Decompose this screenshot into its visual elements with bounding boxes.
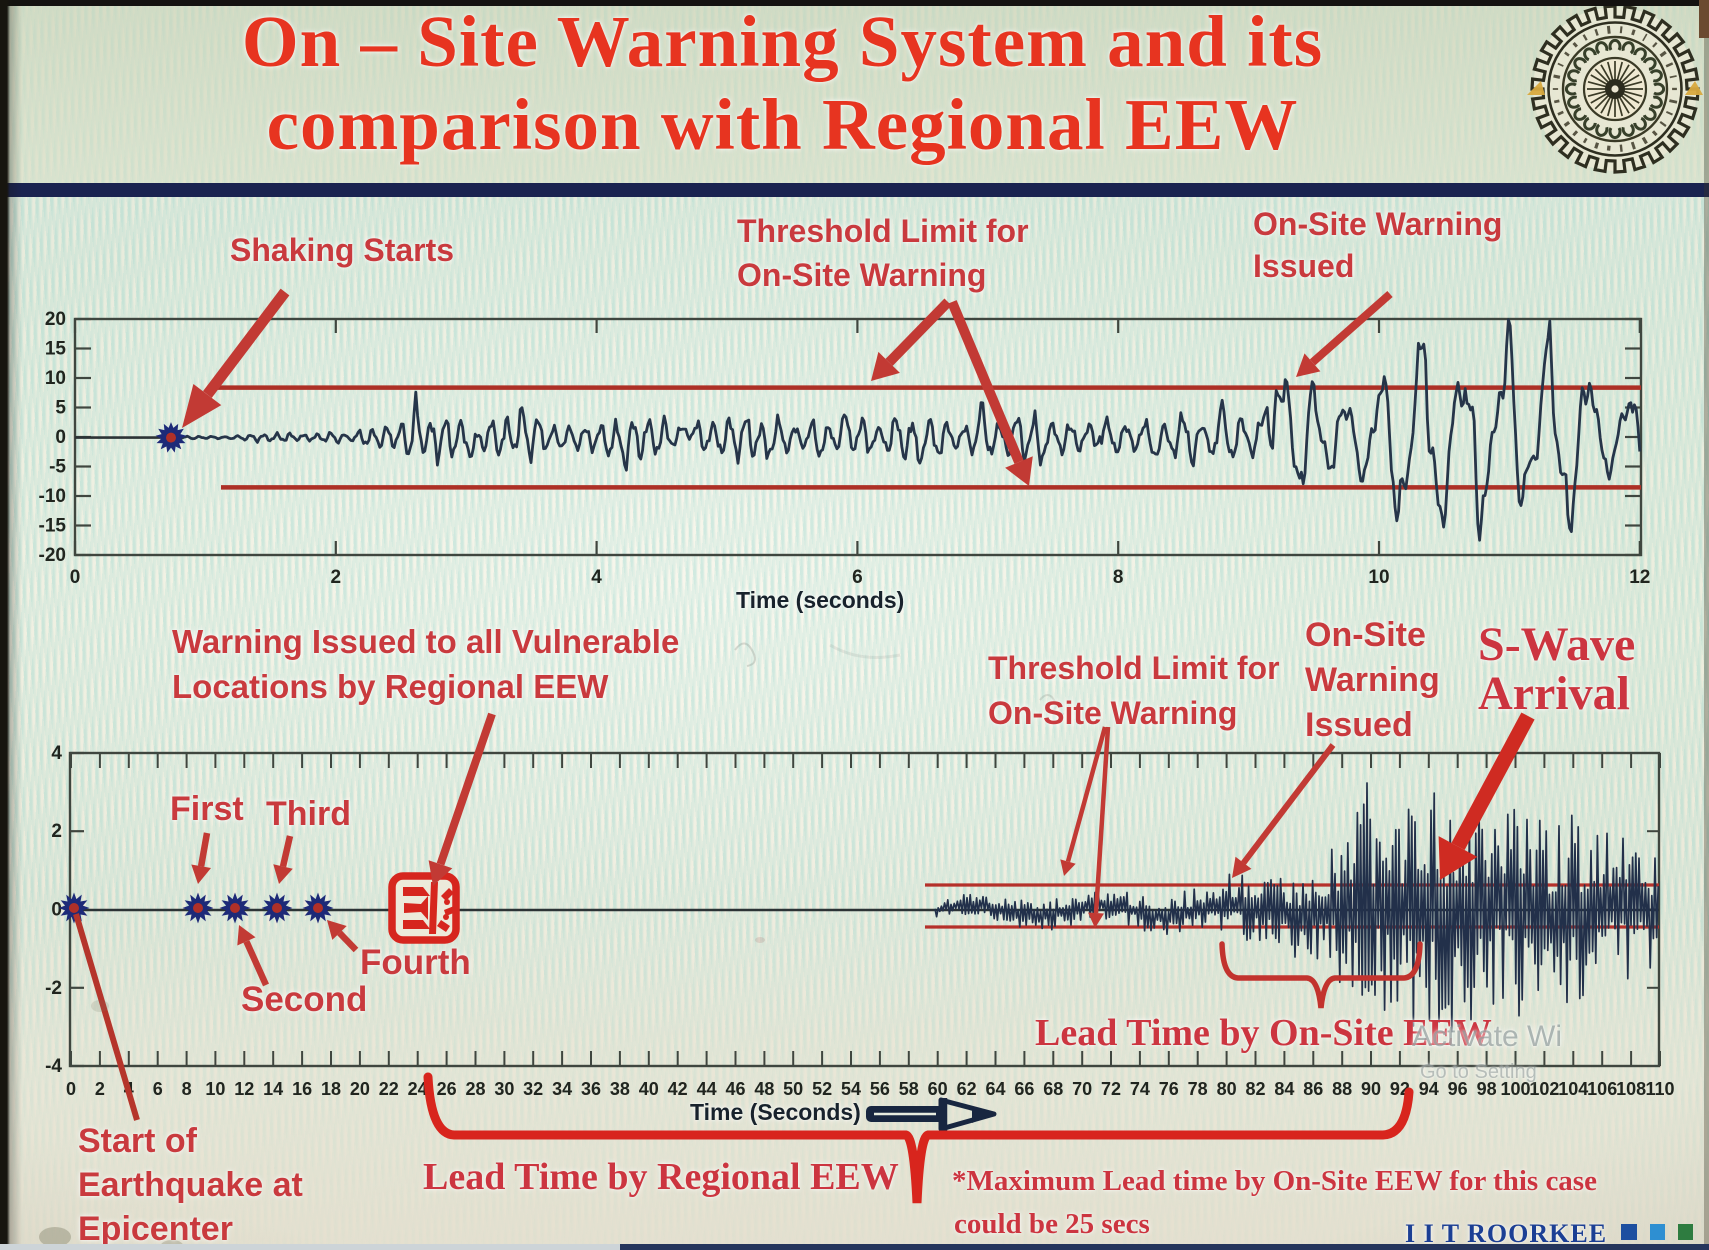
- svg-text:40: 40: [639, 1079, 659, 1099]
- svg-text:64: 64: [985, 1079, 1005, 1099]
- svg-text:14: 14: [263, 1079, 283, 1099]
- svg-text:20: 20: [45, 309, 66, 330]
- svg-text:5: 5: [55, 398, 66, 419]
- svg-text:58: 58: [899, 1079, 919, 1099]
- svg-text:0: 0: [51, 900, 62, 921]
- svg-text:12: 12: [234, 1079, 254, 1099]
- svg-text:102: 102: [1529, 1079, 1559, 1099]
- svg-text:-20: -20: [39, 545, 66, 566]
- svg-text:-2: -2: [45, 978, 62, 999]
- svg-text:-5: -5: [49, 457, 66, 478]
- svg-text:10: 10: [45, 368, 66, 389]
- svg-text:-10: -10: [39, 486, 66, 507]
- svg-text:52: 52: [812, 1079, 832, 1099]
- svg-text:12: 12: [1629, 567, 1650, 588]
- svg-text:-15: -15: [39, 516, 67, 537]
- svg-text:86: 86: [1303, 1079, 1323, 1099]
- svg-text:16: 16: [292, 1079, 312, 1099]
- svg-text:2: 2: [331, 567, 342, 588]
- svg-text:72: 72: [1101, 1079, 1121, 1099]
- svg-text:6: 6: [153, 1079, 163, 1099]
- svg-text:0: 0: [55, 427, 66, 448]
- svg-text:22: 22: [379, 1079, 399, 1099]
- svg-text:84: 84: [1274, 1079, 1294, 1099]
- svg-text:2: 2: [95, 1079, 105, 1099]
- svg-text:24: 24: [408, 1079, 428, 1099]
- svg-text:0: 0: [70, 567, 81, 588]
- svg-text:68: 68: [1043, 1079, 1063, 1099]
- svg-text:76: 76: [1159, 1079, 1179, 1099]
- svg-text:26: 26: [437, 1079, 457, 1099]
- svg-text:74: 74: [1130, 1079, 1150, 1099]
- svg-text:66: 66: [1014, 1079, 1034, 1099]
- svg-text:50: 50: [783, 1079, 803, 1099]
- svg-text:6: 6: [852, 567, 863, 588]
- svg-text:34: 34: [552, 1079, 572, 1099]
- svg-text:70: 70: [1072, 1079, 1092, 1099]
- svg-text:0: 0: [66, 1079, 76, 1099]
- svg-text:10: 10: [205, 1079, 225, 1099]
- svg-text:82: 82: [1245, 1079, 1265, 1099]
- svg-text:98: 98: [1477, 1079, 1497, 1099]
- svg-text:110: 110: [1645, 1079, 1674, 1099]
- svg-text:32: 32: [523, 1079, 543, 1099]
- svg-text:38: 38: [610, 1079, 630, 1099]
- svg-text:96: 96: [1448, 1079, 1468, 1099]
- svg-text:60: 60: [928, 1079, 948, 1099]
- svg-text:8: 8: [1113, 567, 1124, 588]
- svg-text:4: 4: [51, 743, 62, 764]
- svg-text:100: 100: [1500, 1079, 1530, 1099]
- svg-text:46: 46: [725, 1079, 745, 1099]
- svg-text:88: 88: [1332, 1079, 1352, 1099]
- svg-text:90: 90: [1361, 1079, 1381, 1099]
- svg-text:78: 78: [1188, 1079, 1208, 1099]
- svg-text:94: 94: [1419, 1079, 1439, 1099]
- svg-text:30: 30: [494, 1079, 514, 1099]
- svg-text:10: 10: [1368, 567, 1389, 588]
- svg-text:15: 15: [45, 339, 67, 360]
- svg-text:18: 18: [321, 1079, 341, 1099]
- svg-text:36: 36: [581, 1079, 601, 1099]
- svg-text:108: 108: [1616, 1079, 1646, 1099]
- svg-text:106: 106: [1587, 1079, 1617, 1099]
- svg-text:4: 4: [591, 567, 602, 588]
- svg-text:20: 20: [350, 1079, 370, 1099]
- svg-text:2: 2: [51, 821, 62, 842]
- svg-text:62: 62: [957, 1079, 977, 1099]
- svg-text:8: 8: [182, 1079, 192, 1099]
- svg-text:54: 54: [841, 1079, 861, 1099]
- svg-text:56: 56: [870, 1079, 890, 1099]
- svg-text:80: 80: [1217, 1079, 1237, 1099]
- svg-text:48: 48: [754, 1079, 774, 1099]
- svg-text:104: 104: [1558, 1079, 1588, 1099]
- svg-text:44: 44: [697, 1079, 717, 1099]
- svg-text:-4: -4: [45, 1056, 62, 1077]
- svg-text:42: 42: [668, 1079, 688, 1099]
- svg-text:28: 28: [465, 1079, 485, 1099]
